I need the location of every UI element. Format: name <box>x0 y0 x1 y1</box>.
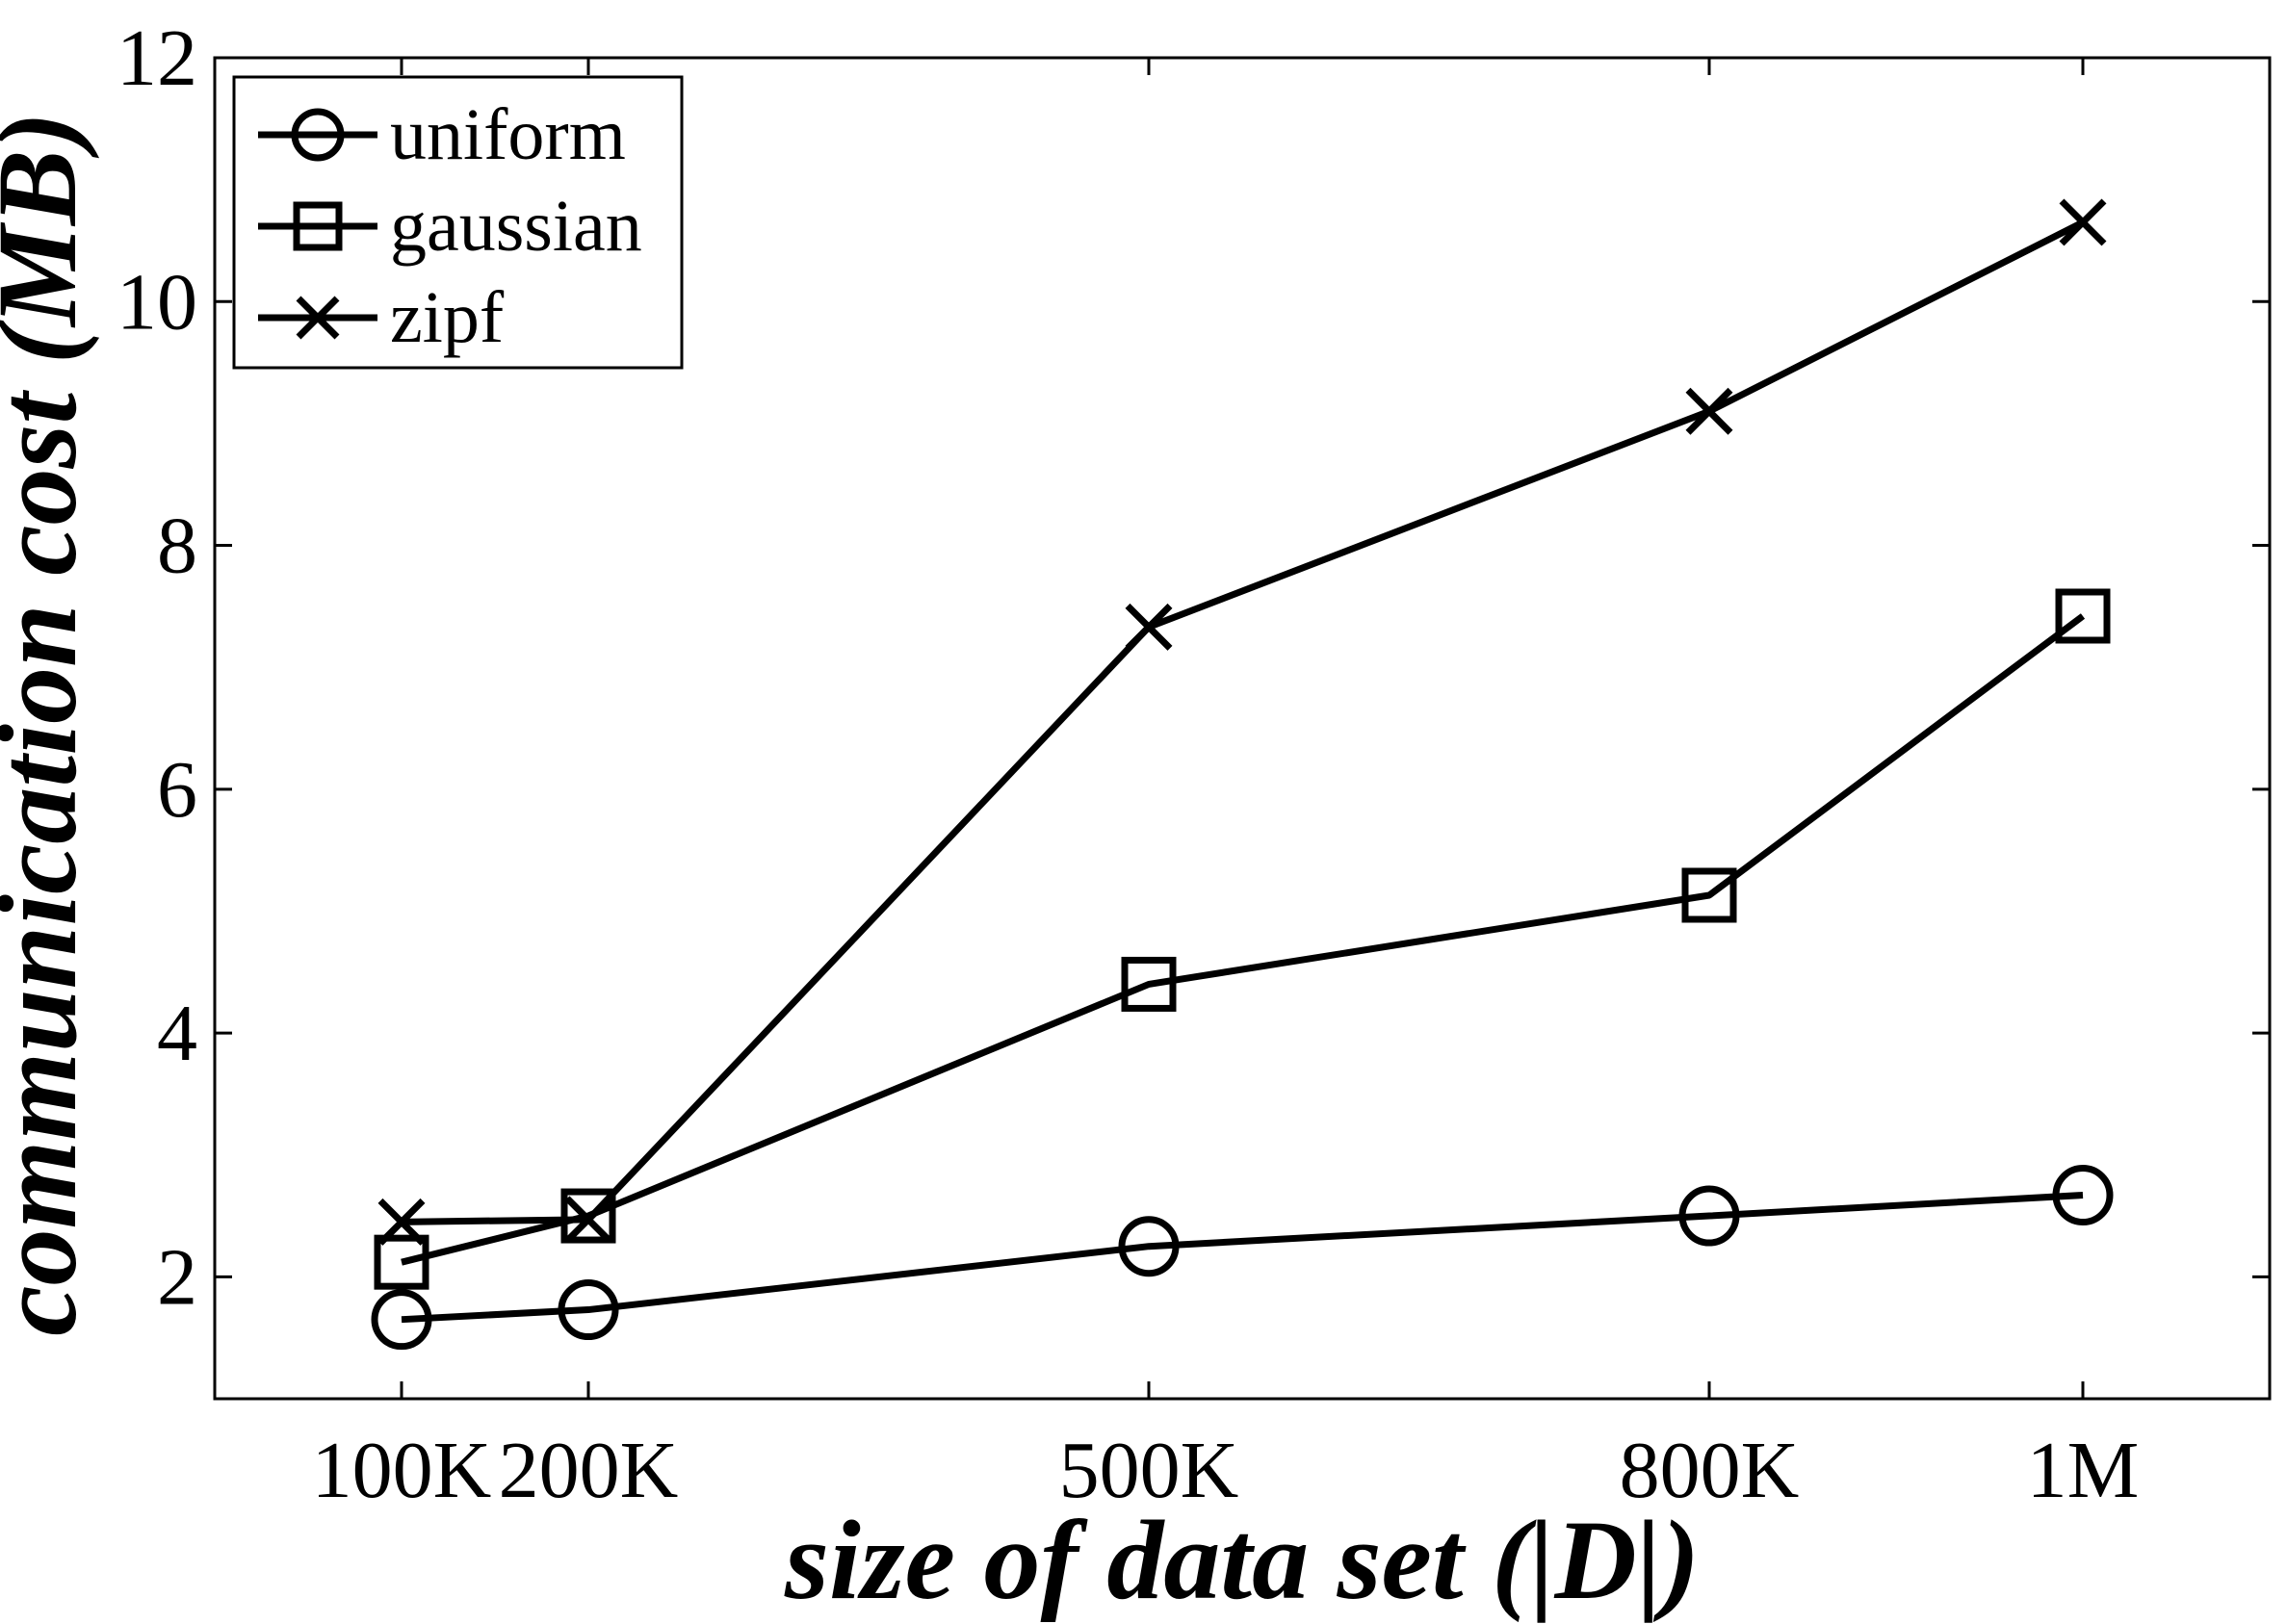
series-line-uniform <box>401 1192 2084 1324</box>
legend-label-zipf: zipf <box>390 277 505 358</box>
data-point-uniform <box>1678 1185 1740 1247</box>
y-tick-label: 6 <box>157 745 197 835</box>
legend-marker-uniform <box>291 108 345 162</box>
y-axis-title: communication cost (MB) <box>0 112 100 1336</box>
legend-marker-gaussian <box>293 201 343 251</box>
data-point-uniform <box>1118 1216 1180 1277</box>
x-tick-label: 100K <box>312 1426 492 1515</box>
data-point-zipf <box>1685 387 1733 435</box>
legend: uniform gaussian zipf <box>232 75 684 370</box>
data-point-uniform <box>371 1289 432 1351</box>
x-marker-stroke <box>1125 603 1173 651</box>
x-marker-stroke <box>1685 387 1733 435</box>
legend-marker-zipf <box>296 296 340 340</box>
x-marker-stroke <box>377 1198 426 1246</box>
data-point-gaussian <box>2055 588 2111 644</box>
series-layer <box>371 198 2114 1351</box>
x-axis-title: size of data set (|D|) <box>784 1497 1700 1623</box>
y-tick-label: 8 <box>157 502 197 591</box>
legend-label-gaussian: gaussian <box>390 186 642 267</box>
x-marker-stroke <box>564 1196 612 1244</box>
data-point-zipf <box>2059 198 2107 246</box>
x-tick-label: 500K <box>1059 1426 1239 1515</box>
data-point-zipf <box>377 1198 426 1246</box>
data-point-zipf <box>564 1196 612 1244</box>
y-tick-label: 12 <box>117 13 197 103</box>
series-line-gaussian <box>401 613 2086 1266</box>
data-point-uniform <box>558 1279 619 1341</box>
y-tick-label: 2 <box>157 1232 197 1322</box>
data-point-gaussian <box>1121 956 1177 1012</box>
x-tick-label: 200K <box>499 1426 679 1515</box>
x-tick-label: 800K <box>1620 1426 1800 1515</box>
x-marker-stroke <box>2059 198 2107 246</box>
axis-ticks: 2 4 6 8 10 12 100K 200K 500K 800K 1M <box>117 13 2270 1515</box>
data-point-gaussian <box>374 1234 429 1290</box>
x-tick-label: 1M <box>2027 1426 2140 1515</box>
x-marker-stroke <box>296 296 340 340</box>
data-point-gaussian <box>1681 867 1737 923</box>
y-tick-label: 10 <box>117 257 197 347</box>
data-point-uniform <box>2052 1165 2114 1226</box>
data-point-gaussian <box>560 1188 616 1244</box>
y-tick-label: 4 <box>157 989 197 1078</box>
data-point-zipf <box>1125 603 1173 651</box>
legend-label-uniform: uniform <box>390 94 626 175</box>
